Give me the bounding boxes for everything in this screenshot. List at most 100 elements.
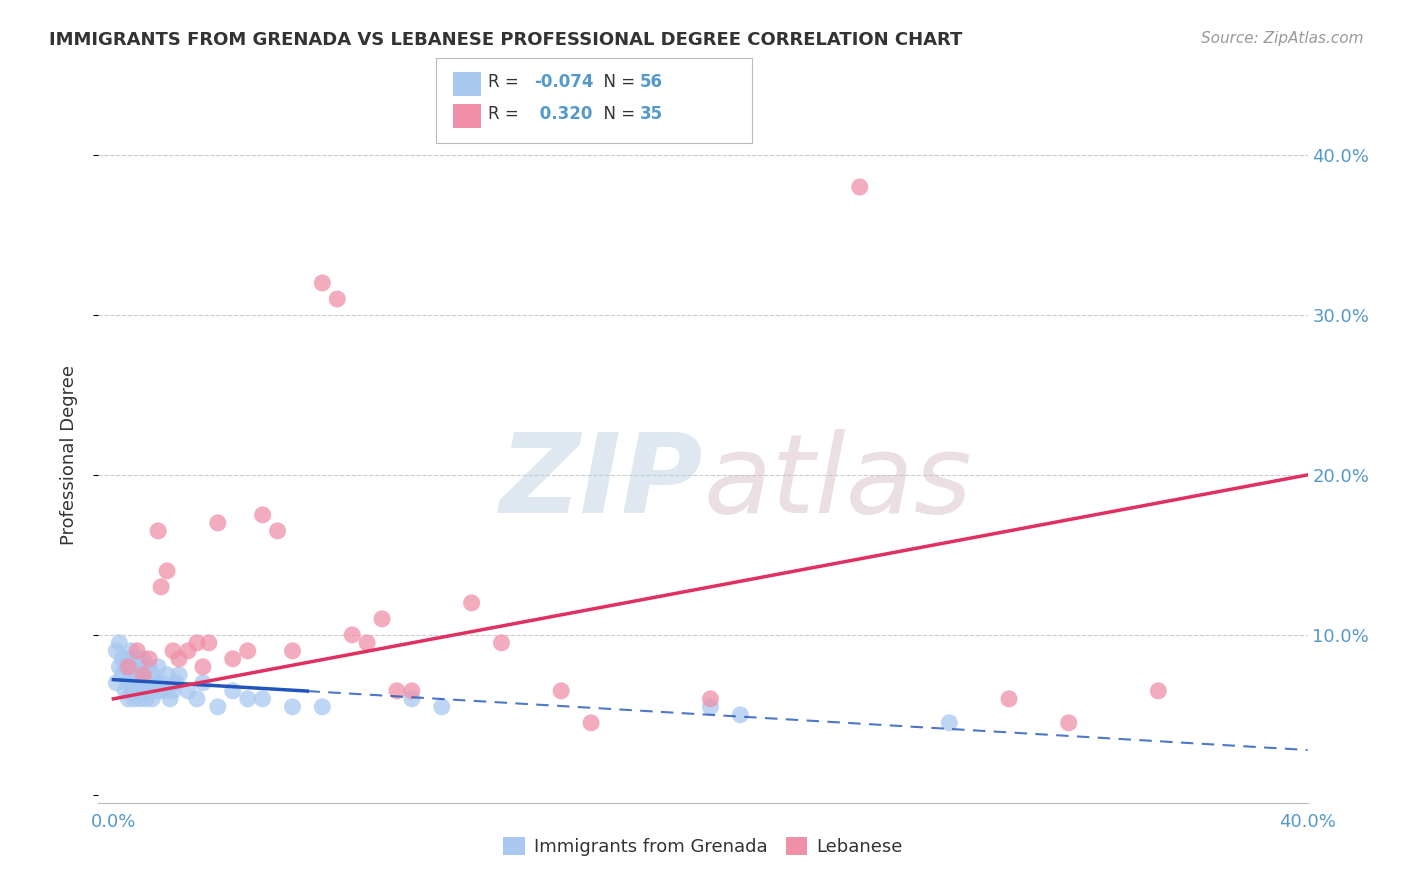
Point [156, 564, 179, 578]
Point [222, 652, 245, 666]
Point [1057, 715, 1080, 730]
Point [236, 644, 259, 658]
Point [198, 636, 221, 650]
Point [153, 683, 176, 698]
Point [186, 636, 208, 650]
Point [120, 668, 142, 682]
Point [401, 691, 423, 706]
Point [122, 660, 145, 674]
Point [122, 676, 145, 690]
Text: atlas: atlas [703, 429, 972, 536]
Point [236, 691, 259, 706]
Point [266, 524, 288, 538]
Point [207, 516, 229, 530]
Point [146, 660, 169, 674]
Point [1147, 683, 1170, 698]
Point [146, 524, 169, 538]
Text: IMMIGRANTS FROM GRENADA VS LEBANESE PROFESSIONAL DEGREE CORRELATION CHART: IMMIGRANTS FROM GRENADA VS LEBANESE PROF… [49, 31, 963, 49]
Point [177, 683, 200, 698]
Point [326, 292, 349, 306]
Point [122, 691, 145, 706]
Legend: Immigrants from Grenada, Lebanese: Immigrants from Grenada, Lebanese [496, 830, 910, 863]
Point [311, 699, 333, 714]
Point [117, 691, 139, 706]
Point [460, 596, 482, 610]
Text: 0.320: 0.320 [534, 105, 593, 123]
Point [252, 508, 274, 522]
Text: R =: R = [488, 73, 524, 91]
Point [579, 715, 602, 730]
Point [129, 691, 152, 706]
Point [111, 668, 134, 682]
Point [150, 676, 173, 690]
Point [138, 683, 160, 698]
Point [340, 628, 363, 642]
Point [167, 652, 190, 666]
Text: -0.074: -0.074 [534, 73, 593, 91]
Point [998, 691, 1021, 706]
Point [165, 676, 187, 690]
Point [132, 683, 155, 698]
Point [117, 676, 139, 690]
Point [138, 660, 160, 674]
Point [162, 644, 184, 658]
Point [117, 660, 139, 674]
Point [108, 636, 131, 650]
Point [120, 683, 142, 698]
Point [699, 699, 721, 714]
Point [191, 660, 214, 674]
Point [105, 644, 128, 658]
Point [281, 644, 304, 658]
Point [699, 691, 721, 706]
Point [127, 644, 149, 658]
Point [129, 660, 152, 674]
Point [491, 636, 513, 650]
Text: ZIP: ZIP [499, 429, 703, 536]
Point [401, 683, 423, 698]
Point [252, 691, 274, 706]
Y-axis label: Professional Degree: Professional Degree [59, 365, 77, 545]
Point [159, 691, 181, 706]
Text: R =: R = [488, 105, 524, 123]
Point [129, 676, 152, 690]
Point [108, 660, 131, 674]
Point [167, 668, 190, 682]
Point [111, 652, 134, 666]
Point [162, 683, 184, 698]
Point [281, 699, 304, 714]
Text: N =: N = [593, 105, 641, 123]
Point [127, 683, 149, 698]
Point [150, 580, 173, 594]
Point [191, 676, 214, 690]
Point [146, 683, 169, 698]
Point [127, 668, 149, 682]
Point [207, 699, 229, 714]
Point [132, 668, 155, 682]
Point [938, 715, 960, 730]
Point [430, 699, 453, 714]
Point [114, 683, 136, 698]
Point [138, 652, 160, 666]
Point [132, 652, 155, 666]
Point [385, 683, 408, 698]
Point [135, 676, 157, 690]
Point [143, 676, 166, 690]
Point [371, 612, 394, 626]
Point [114, 660, 136, 674]
Text: 56: 56 [640, 73, 662, 91]
Point [141, 668, 163, 682]
Point [177, 644, 200, 658]
Point [356, 636, 378, 650]
Point [132, 668, 155, 682]
Point [135, 691, 157, 706]
Point [222, 683, 245, 698]
Point [127, 652, 149, 666]
Point [186, 691, 208, 706]
Point [105, 676, 128, 690]
Text: 35: 35 [640, 105, 662, 123]
Point [311, 276, 333, 290]
Text: Source: ZipAtlas.com: Source: ZipAtlas.com [1201, 31, 1364, 46]
Point [120, 644, 142, 658]
Text: N =: N = [593, 73, 641, 91]
Point [730, 707, 752, 722]
